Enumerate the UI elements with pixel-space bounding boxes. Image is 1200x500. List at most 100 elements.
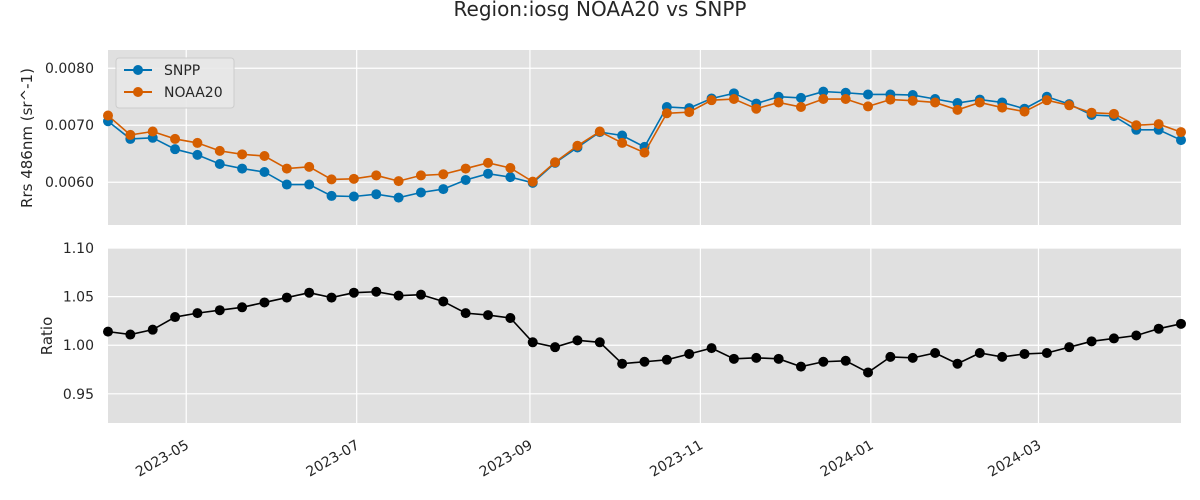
ratio-data-point xyxy=(438,296,449,307)
top-y-tick-label: 0.0060 xyxy=(45,175,94,191)
ratio-data-point xyxy=(997,351,1008,362)
noaa20-data-point xyxy=(259,151,270,162)
x-axis-ticks: 2023-05 2023-07 2023-09 2023-11 2024-01 2024-… xyxy=(133,437,1044,480)
noaa20-data-point xyxy=(304,161,315,172)
noaa20-data-point xyxy=(170,133,181,144)
noaa20-data-point xyxy=(1108,108,1119,119)
top-y-axis-label: Rrs 486nm (sr^-1) xyxy=(18,68,36,208)
noaa20-data-point xyxy=(527,176,538,187)
ratio-data-point xyxy=(1131,330,1142,341)
ratio-data-point xyxy=(483,310,494,321)
top-y-ticks: 0.0060 0.0070 0.0080 xyxy=(45,61,94,191)
x-tick-label: 2023-05 xyxy=(133,437,192,480)
chart-title: Region:iosg NOAA20 vs SNPP xyxy=(454,0,747,21)
noaa20-data-point xyxy=(237,149,248,160)
snpp-data-point xyxy=(795,92,806,103)
bottom-y-axis-label: Ratio xyxy=(38,317,56,356)
ratio-data-point xyxy=(639,356,650,367)
noaa20-data-point xyxy=(818,94,829,105)
ratio-data-point xyxy=(527,337,538,348)
legend-snpp-label: SNPP xyxy=(164,63,200,79)
legend-noaa20-marker xyxy=(133,87,143,97)
top-y-tick-label: 0.0070 xyxy=(45,118,94,134)
noaa20-data-point xyxy=(952,104,963,115)
noaa20-data-point xyxy=(1153,119,1164,130)
noaa20-data-point xyxy=(795,102,806,113)
noaa20-data-point xyxy=(192,137,203,148)
noaa20-data-point xyxy=(840,94,851,105)
snpp-data-point xyxy=(214,159,225,170)
snpp-data-point xyxy=(393,192,404,203)
snpp-data-point xyxy=(818,86,829,97)
snpp-data-point xyxy=(438,184,449,195)
noaa20-data-point xyxy=(1086,107,1097,118)
bottom-y-tick-label: 1.05 xyxy=(63,290,94,306)
ratio-data-point xyxy=(974,348,985,358)
noaa20-data-point xyxy=(214,145,225,156)
snpp-data-point xyxy=(326,190,337,201)
ratio-data-point xyxy=(415,289,426,300)
noaa20-data-point xyxy=(684,107,695,118)
legend: SNPP NOAA20 xyxy=(115,57,235,109)
ratio-data-point xyxy=(281,292,292,303)
ratio-data-point xyxy=(930,348,941,358)
noaa20-data-point xyxy=(617,137,628,148)
ratio-data-point xyxy=(304,287,315,298)
noaa20-data-point xyxy=(706,95,717,106)
ratio-data-point xyxy=(170,312,181,323)
ratio-data-point xyxy=(706,343,717,354)
x-tick-label: 2024-03 xyxy=(985,437,1044,480)
top-y-tick-label: 0.0080 xyxy=(45,61,94,77)
ratio-data-point xyxy=(1041,348,1052,358)
noaa20-data-point xyxy=(326,174,337,185)
ratio-data-point xyxy=(751,352,762,363)
noaa20-data-point xyxy=(594,126,605,137)
noaa20-data-point xyxy=(639,147,650,158)
top-series xyxy=(103,86,1186,203)
ratio-data-point xyxy=(1086,336,1097,347)
noaa20-data-point xyxy=(460,163,471,174)
ratio-data-point xyxy=(795,361,806,372)
ratio-data-point xyxy=(1019,348,1030,359)
snpp-data-point xyxy=(617,130,628,141)
top-plot-background xyxy=(108,50,1181,225)
ratio-data-point xyxy=(773,353,784,364)
ratio-data-point xyxy=(1108,333,1119,344)
noaa20-data-point xyxy=(505,162,516,173)
ratio-data-point xyxy=(840,355,851,366)
bottom-y-ticks: 0.95 1.00 1.05 1.10 xyxy=(63,241,94,403)
noaa20-data-point xyxy=(147,126,158,137)
x-tick-label: 2024-01 xyxy=(818,437,877,480)
ratio-data-point xyxy=(572,335,583,346)
ratio-data-point xyxy=(348,287,359,298)
noaa20-data-point xyxy=(103,110,113,121)
noaa20-data-point xyxy=(438,169,449,180)
noaa20-data-point xyxy=(907,95,918,106)
bottom-y-tick-label: 1.10 xyxy=(63,241,94,257)
legend-snpp-marker xyxy=(133,65,143,75)
snpp-data-point xyxy=(483,168,494,179)
noaa20-data-point xyxy=(572,140,583,151)
snpp-data-point xyxy=(281,179,292,190)
ratio-data-point xyxy=(1153,323,1164,334)
noaa20-data-point xyxy=(393,176,404,187)
ratio-data-point xyxy=(684,348,695,359)
noaa20-data-point xyxy=(415,170,426,181)
ratio-data-point xyxy=(661,354,672,365)
noaa20-data-point xyxy=(728,94,739,105)
ratio-data-point xyxy=(103,326,113,337)
ratio-data-point xyxy=(863,367,874,378)
noaa20-data-point xyxy=(885,94,896,105)
snpp-data-point xyxy=(460,174,471,185)
legend-noaa20-label: NOAA20 xyxy=(164,85,223,101)
ratio-data-point xyxy=(550,342,561,353)
ratio-data-point xyxy=(818,356,829,367)
noaa20-data-point xyxy=(348,173,359,184)
x-tick-label: 2023-09 xyxy=(477,437,536,480)
snpp-data-point xyxy=(304,179,315,190)
bottom-y-tick-label: 0.95 xyxy=(63,387,94,403)
ratio-data-point xyxy=(728,353,739,364)
snpp-data-point xyxy=(415,187,426,198)
noaa20-data-point xyxy=(930,97,941,108)
